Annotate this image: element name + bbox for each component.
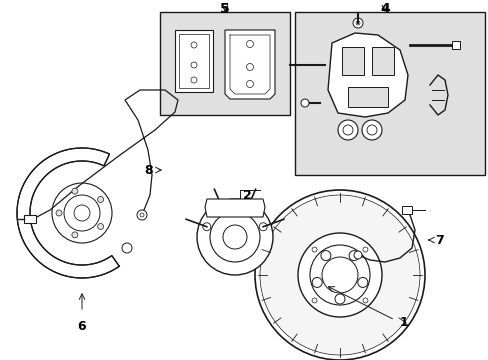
Text: 1: 1 (399, 316, 408, 329)
Circle shape (191, 42, 197, 48)
Circle shape (246, 81, 253, 87)
Bar (371, 47, 393, 75)
Circle shape (191, 62, 197, 68)
Circle shape (366, 125, 376, 135)
Circle shape (197, 199, 272, 275)
Circle shape (311, 247, 316, 252)
Circle shape (309, 245, 369, 305)
Text: 8: 8 (144, 163, 153, 176)
Circle shape (209, 212, 260, 262)
Circle shape (311, 298, 316, 303)
Bar (341, 47, 363, 75)
Circle shape (357, 278, 367, 287)
Bar (347, 87, 387, 107)
Circle shape (223, 225, 246, 249)
Circle shape (191, 77, 197, 83)
Circle shape (297, 233, 381, 317)
Circle shape (64, 195, 100, 231)
Circle shape (56, 210, 62, 216)
Circle shape (348, 251, 358, 261)
Circle shape (98, 197, 103, 202)
Bar (160, 12, 289, 115)
Polygon shape (327, 33, 407, 117)
Circle shape (246, 40, 253, 48)
Bar (451, 41, 459, 49)
Text: 5: 5 (220, 2, 229, 16)
Circle shape (362, 247, 367, 252)
Bar (401, 206, 411, 214)
Circle shape (72, 232, 78, 238)
Circle shape (321, 257, 357, 293)
Bar (175, 30, 213, 92)
Circle shape (362, 298, 367, 303)
Circle shape (219, 206, 226, 213)
Circle shape (72, 188, 78, 194)
Circle shape (311, 278, 322, 287)
Polygon shape (224, 30, 274, 99)
Circle shape (74, 205, 90, 221)
Circle shape (355, 21, 359, 25)
Circle shape (243, 206, 250, 213)
Circle shape (203, 223, 210, 231)
Circle shape (137, 210, 147, 220)
Circle shape (254, 190, 424, 360)
Text: 3: 3 (242, 202, 251, 215)
Circle shape (259, 223, 266, 231)
Circle shape (122, 243, 132, 253)
Polygon shape (204, 199, 264, 217)
Circle shape (342, 125, 352, 135)
Circle shape (334, 294, 345, 304)
Circle shape (98, 224, 103, 230)
Text: 4: 4 (379, 2, 389, 16)
Circle shape (246, 63, 253, 71)
Circle shape (52, 183, 112, 243)
Bar (179, 34, 208, 88)
Bar (294, 12, 484, 175)
Circle shape (337, 120, 357, 140)
Polygon shape (17, 148, 119, 278)
Circle shape (140, 213, 143, 217)
Circle shape (260, 195, 419, 355)
Circle shape (301, 99, 308, 107)
Circle shape (352, 18, 362, 28)
Circle shape (361, 120, 381, 140)
Text: 2: 2 (242, 189, 251, 202)
Bar (24, 215, 36, 223)
Text: 7: 7 (434, 234, 443, 247)
Circle shape (320, 251, 330, 261)
Circle shape (353, 251, 361, 259)
Text: 6: 6 (78, 320, 86, 333)
